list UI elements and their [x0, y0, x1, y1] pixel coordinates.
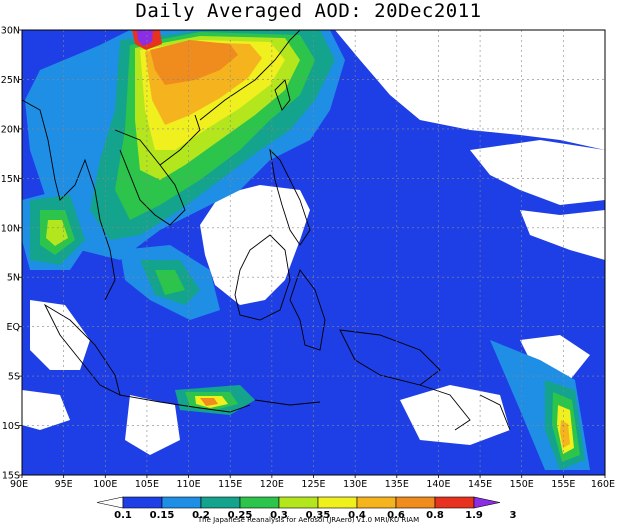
aod-level-0.8-java	[200, 398, 218, 406]
longitude-tick-label: 130E	[343, 479, 367, 490]
credit-line: The Japanese Reanalysis for Aerosol (JRA…	[197, 516, 420, 524]
colorbar-swatch	[317, 496, 358, 509]
longitude-tick-label: 140E	[426, 479, 450, 490]
colorbar-high-arrow	[473, 496, 501, 509]
low-aod-region-east-pacific	[520, 210, 605, 260]
latitude-tick-label: 20N	[1, 124, 20, 135]
longitude-tick-label: 125E	[301, 479, 325, 490]
colorbar-tick-label: 0.2	[192, 510, 210, 521]
colorbar-swatch	[278, 496, 319, 509]
colorbar-tick-label: 1.9	[465, 510, 483, 521]
longitude-tick-label: 90E	[10, 479, 28, 490]
latitude-tick-label: 25N	[1, 75, 20, 86]
colorbar-swatch	[161, 496, 202, 509]
low-aod-region-northeast	[470, 140, 605, 205]
latitude-tick-label: 5N	[7, 273, 20, 284]
colorbar-tick-label: 0.35	[306, 510, 331, 521]
latitude-tick-label: EQ	[7, 322, 20, 333]
colorbar-tick-label: 0.25	[228, 510, 253, 521]
longitude-tick-label: 105E	[135, 479, 159, 490]
coastlines	[22, 30, 511, 431]
colorbar-low-arrow	[96, 496, 124, 509]
low-aod-region-java-south	[125, 395, 180, 455]
longitude-tick-label: 120E	[260, 479, 284, 490]
colorbar-swatch	[356, 496, 397, 509]
aod-level-0.6-east	[560, 420, 570, 448]
low-aod-region-australia-north	[400, 385, 510, 445]
latitude-tick-label: 10S	[2, 421, 20, 432]
colorbar-swatch	[122, 496, 163, 509]
colorbar-tick-label: 0.3	[270, 510, 288, 521]
colorbar-tick-label: 0.15	[150, 510, 175, 521]
grid-lines	[22, 30, 605, 475]
latitude-tick-label: 15N	[1, 174, 20, 185]
aod-level-3-peak	[137, 30, 153, 46]
longitude-tick-label: 150E	[510, 479, 534, 490]
aod-level-0.8-mainland	[150, 40, 238, 85]
colorbar: 0.1 0.15 0.2 0.25 0.3 0.35 0.4 0.6 0.8 1.9 3	[96, 496, 517, 521]
low-aod-region-west-sea	[22, 390, 70, 430]
longitude-tick-label: 155E	[551, 479, 575, 490]
colorbar-swatch	[200, 496, 241, 509]
longitude-tick-label: 160E	[591, 479, 615, 490]
colorbar-tick-label: 0.1	[114, 510, 132, 521]
colorbar-swatch	[434, 496, 475, 509]
latitude-tick-label: 10N	[1, 223, 20, 234]
longitude-tick-label: 135E	[385, 479, 409, 490]
longitude-tick-label: 145E	[468, 479, 492, 490]
map-title: Daily Averaged AOD: 20Dec2011	[135, 0, 482, 22]
aod-level-0.3-sumatra	[155, 270, 185, 295]
longitude-tick-label: 95E	[55, 479, 73, 490]
colorbar-tick-label: 0.4	[348, 510, 366, 521]
aod-level-0.35-west	[46, 220, 68, 246]
latitude-axis: 30N 25N 20N 15N 10N 5N EQ 5S 10S 15S	[1, 26, 22, 482]
longitude-tick-label: 115E	[218, 479, 242, 490]
longitude-tick-label: 110E	[177, 479, 201, 490]
latitude-tick-label: 15S	[2, 471, 20, 482]
low-aod-region-north-central	[335, 30, 605, 150]
latitude-tick-label: 5S	[8, 372, 20, 383]
aod-field	[22, 30, 605, 470]
longitude-axis: 90E 95E 100E 105E 110E 115E 120E 125E 130E 135E 14…	[10, 475, 615, 490]
latitude-tick-label: 30N	[1, 26, 20, 37]
colorbar-tick-label: 0.8	[426, 510, 444, 521]
low-aod-region-borneo	[200, 185, 310, 305]
colorbar-tick-label: 3	[510, 510, 517, 521]
colorbar-swatch	[395, 496, 436, 509]
colorbar-tick-label: 0.6	[387, 510, 405, 521]
longitude-tick-label: 100E	[93, 479, 117, 490]
colorbar-swatch	[239, 496, 280, 509]
